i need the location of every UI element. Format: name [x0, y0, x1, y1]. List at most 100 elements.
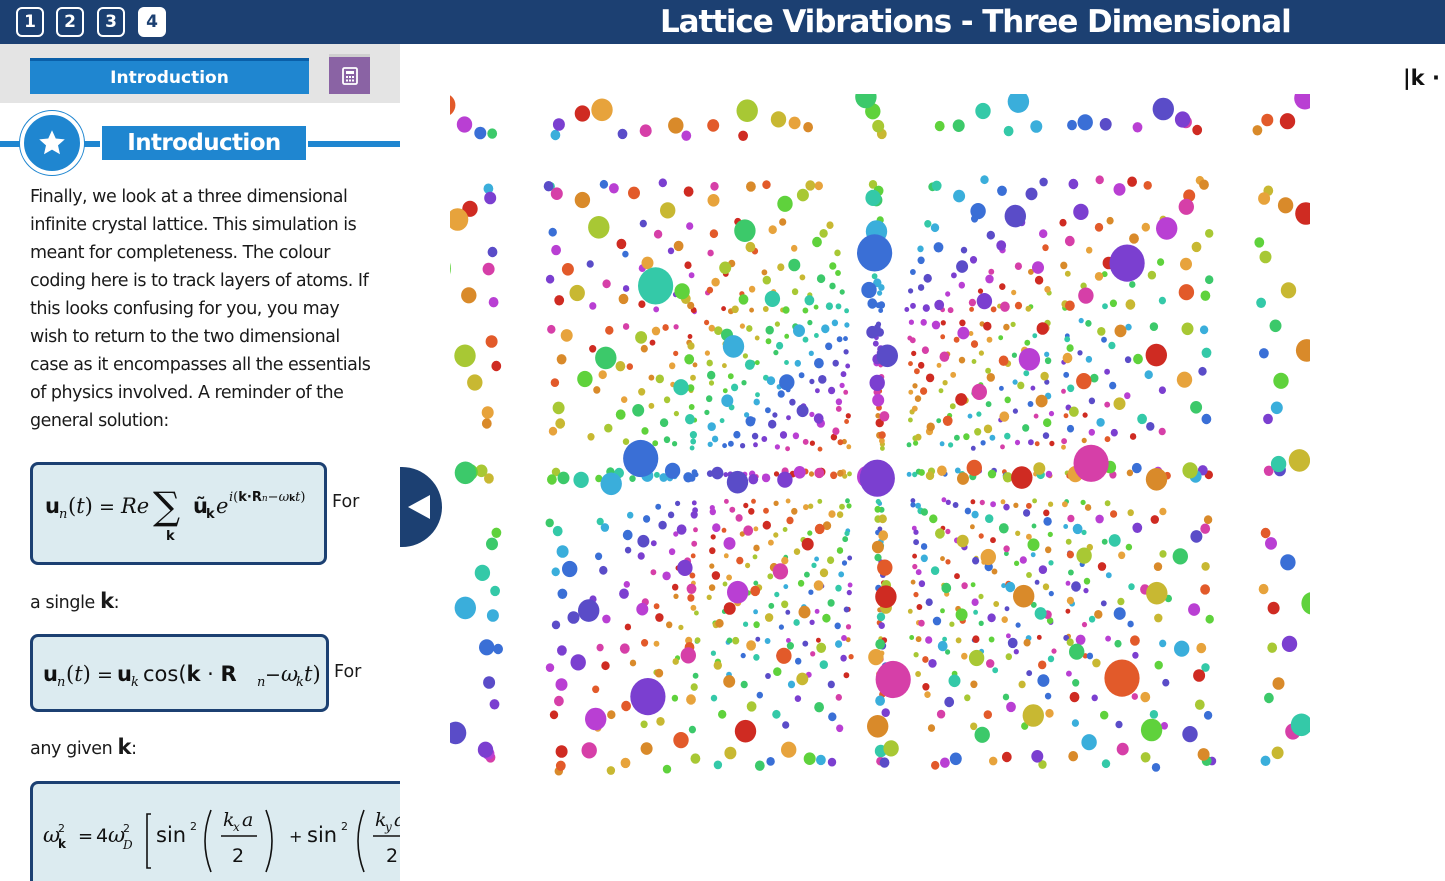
atom: [1011, 352, 1018, 358]
atom: [843, 389, 849, 395]
atom: [836, 724, 844, 733]
page-2-button[interactable]: 2: [56, 7, 84, 37]
svg-text:y: y: [384, 820, 392, 834]
atom: [581, 742, 597, 759]
atom: [619, 588, 629, 599]
atom: [663, 436, 671, 444]
atom: [1129, 433, 1137, 440]
atom: [918, 361, 925, 369]
atom: [1157, 258, 1165, 266]
atom: [593, 386, 601, 394]
page-1-button[interactable]: 1: [16, 7, 44, 37]
atom: [906, 471, 912, 477]
atom: [1044, 692, 1052, 700]
atom: [567, 611, 580, 624]
atom: [765, 325, 774, 335]
atom: [777, 471, 793, 488]
calculator-button[interactable]: [329, 54, 370, 94]
page-4-button[interactable]: 4: [138, 7, 166, 37]
atom: [878, 530, 889, 541]
atom: [637, 534, 650, 548]
atom: [692, 672, 699, 679]
atom: [924, 220, 932, 228]
atom: [743, 621, 749, 627]
atom: [1010, 321, 1016, 328]
svg-text:2: 2: [341, 820, 348, 833]
atom: [844, 419, 849, 424]
atom: [875, 413, 881, 419]
atom: [868, 649, 884, 666]
atom: [1051, 648, 1057, 654]
atom: [1129, 281, 1136, 288]
atom: [1086, 246, 1093, 254]
atom: [802, 336, 809, 343]
atom: [1071, 581, 1081, 592]
atom: [808, 471, 815, 477]
atom: [765, 338, 772, 345]
atom: [641, 256, 654, 270]
atom: [925, 636, 933, 644]
atom: [622, 529, 633, 541]
section-select-button[interactable]: Introduction: [30, 58, 309, 94]
atom: [1193, 669, 1206, 682]
atom: [846, 589, 852, 596]
page-3-button[interactable]: 3: [97, 7, 125, 37]
atom: [723, 675, 736, 688]
atom: [649, 339, 656, 346]
atom: [1295, 339, 1310, 362]
atom: [706, 286, 714, 294]
atom: [1154, 613, 1163, 623]
single-k-line: a single k:: [30, 589, 120, 613]
atom: [690, 604, 697, 611]
atom: [933, 242, 944, 253]
atom: [744, 412, 750, 418]
atom: [1047, 655, 1055, 663]
atom: [843, 349, 849, 355]
atom: [772, 412, 778, 418]
svg-text:sin: sin: [307, 823, 337, 847]
atom: [991, 568, 998, 575]
atom: [956, 534, 969, 548]
atom: [707, 119, 720, 132]
atom: [1018, 680, 1026, 689]
atom: [1104, 659, 1140, 697]
single-k-equation: u n (t) = u k cos(k · R n − ω k t): [30, 634, 329, 712]
atom: [968, 298, 977, 307]
atom: [619, 643, 630, 654]
atom: [641, 639, 649, 647]
atom: [841, 560, 848, 566]
atom: [877, 290, 883, 296]
collapse-sidebar-button[interactable]: [400, 467, 442, 547]
atom: [842, 536, 849, 543]
atom: [684, 261, 692, 269]
atom: [552, 401, 565, 415]
atom: [875, 639, 886, 650]
atom: [643, 515, 651, 523]
atom: [998, 335, 1004, 341]
atom: [1026, 502, 1032, 509]
atom: [880, 445, 885, 451]
atom: [745, 416, 756, 427]
atom: [970, 524, 975, 530]
svg-text:i(k·Rn−ωkt): i(k·Rn−ωkt): [229, 490, 305, 505]
atom: [751, 432, 759, 440]
atom: [782, 527, 788, 532]
atom: [1147, 270, 1157, 280]
atom: [846, 444, 852, 450]
atom: [813, 413, 824, 424]
atom: [774, 321, 780, 327]
atom: [996, 240, 1007, 251]
atom: [1031, 750, 1044, 763]
atom: [825, 342, 833, 351]
atom: [1039, 229, 1048, 239]
atom: [622, 438, 630, 445]
atom: [1065, 538, 1072, 545]
atom: [481, 418, 492, 429]
atom: [1001, 751, 1012, 763]
top-bar: 1 2 3 4 Lattice Vibrations - Three Dimen…: [0, 0, 1445, 44]
atom: [964, 507, 972, 515]
atom: [776, 341, 784, 350]
lattice-canvas[interactable]: [450, 94, 1310, 794]
atom: [555, 418, 566, 429]
atom: [952, 502, 959, 508]
